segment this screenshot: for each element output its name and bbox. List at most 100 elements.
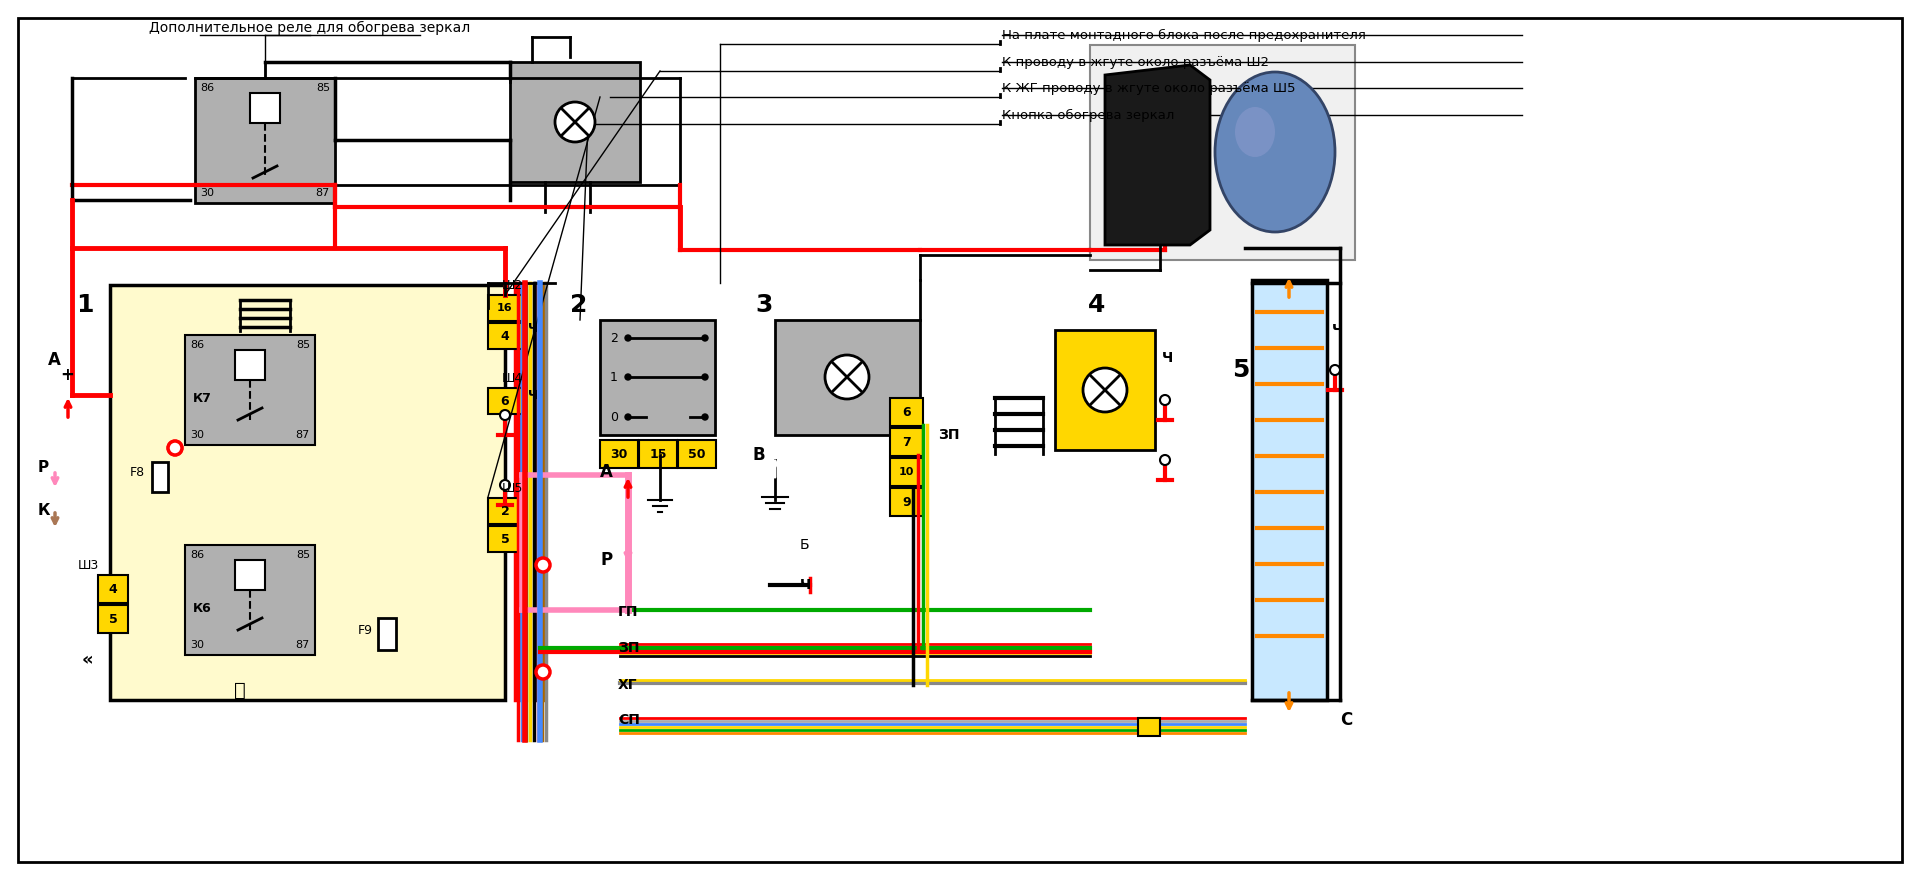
Bar [109,285,505,700]
Text: 9: 9 [902,495,910,509]
Text: 15: 15 [649,448,666,460]
Circle shape [703,414,708,420]
Bar [234,350,265,380]
Text: 87: 87 [296,430,309,440]
Text: 16: 16 [497,303,513,313]
Text: Р: Р [599,551,612,569]
Text: F9: F9 [357,624,372,636]
Text: 5: 5 [501,532,509,546]
Circle shape [626,414,632,420]
Text: 30: 30 [200,188,213,198]
Text: 85: 85 [296,550,309,560]
Text: 4: 4 [109,583,117,596]
Text: Ч: Ч [1162,351,1173,365]
Circle shape [499,480,511,490]
Text: 86: 86 [200,83,215,93]
Text: 85: 85 [296,340,309,350]
Text: F8: F8 [131,466,146,479]
Bar [488,526,522,552]
Text: К6: К6 [194,602,211,614]
Bar [98,605,129,633]
Circle shape [826,355,870,399]
Circle shape [703,374,708,380]
Text: Ч: Ч [528,388,538,401]
Bar [599,440,637,468]
Text: 30: 30 [611,448,628,460]
Ellipse shape [1215,72,1334,232]
Text: 3: 3 [755,293,772,317]
Text: ГП: ГП [618,605,639,619]
Text: +: + [60,366,73,384]
Text: Ш3: Ш3 [79,559,100,571]
Text: ЗП: ЗП [939,428,960,442]
Bar [511,62,639,182]
Text: Ш5: Ш5 [501,481,524,495]
Bar [891,428,924,456]
Circle shape [555,102,595,142]
Text: К ЖГ проводу в жгуте около разъёма Ш5: К ЖГ проводу в жгуте около разъёма Ш5 [1002,82,1296,94]
Bar [98,575,129,603]
Text: А: А [599,463,612,481]
Text: 50: 50 [687,448,707,460]
Text: Ш2: Ш2 [501,278,524,291]
Bar [678,440,716,468]
Text: 86: 86 [190,340,204,350]
Bar [250,93,280,123]
Circle shape [169,441,182,455]
Bar [184,545,315,655]
Bar [488,498,522,524]
Bar [1252,280,1327,700]
Bar [488,295,522,321]
Text: 4: 4 [1089,293,1106,317]
Bar [1054,330,1156,450]
Text: 85: 85 [317,83,330,93]
Text: 5: 5 [1233,358,1250,382]
Text: Б: Б [801,538,810,552]
Text: А: А [48,351,61,369]
Bar [891,458,924,486]
Text: Ш4: Ш4 [501,371,524,385]
Bar [599,320,714,435]
Bar [184,335,315,445]
Circle shape [536,665,549,679]
Text: 30: 30 [190,430,204,440]
Text: Р: Р [38,459,50,474]
Circle shape [499,410,511,420]
Text: 4: 4 [501,329,509,342]
Text: СП: СП [618,713,639,727]
Circle shape [626,335,632,341]
Ellipse shape [1235,107,1275,157]
Text: 2: 2 [570,293,588,317]
Text: 1: 1 [77,293,94,317]
Text: 0: 0 [611,410,618,423]
Bar [488,323,522,349]
Circle shape [1160,455,1169,465]
Text: 7: 7 [902,436,910,449]
Bar [234,560,265,590]
Bar [1091,45,1356,260]
Circle shape [703,335,708,341]
Circle shape [1160,395,1169,405]
Text: С: С [1340,711,1352,729]
Circle shape [1331,365,1340,375]
Text: 87: 87 [296,640,309,650]
Text: 6: 6 [902,406,910,419]
Text: 10: 10 [899,467,914,477]
Bar [152,462,169,492]
Text: 1: 1 [611,370,618,384]
Text: Кнопка обогрева зеркал: Кнопка обогрева зеркал [1002,108,1175,121]
Text: К проводу в жгуте около разъёма Ш2: К проводу в жгуте около разъёма Ш2 [1002,55,1269,69]
Text: В: В [753,446,766,464]
Text: 6: 6 [501,394,509,407]
Bar [891,488,924,516]
Text: Ч: Ч [801,578,812,592]
Text: 30: 30 [190,640,204,650]
Text: 🔑: 🔑 [234,680,246,700]
Text: «: « [83,651,94,669]
Text: Ч: Ч [528,321,538,334]
Bar [639,440,678,468]
Polygon shape [1106,65,1210,245]
Circle shape [1083,368,1127,412]
Bar [196,78,334,203]
Text: ХГ: ХГ [618,678,637,692]
